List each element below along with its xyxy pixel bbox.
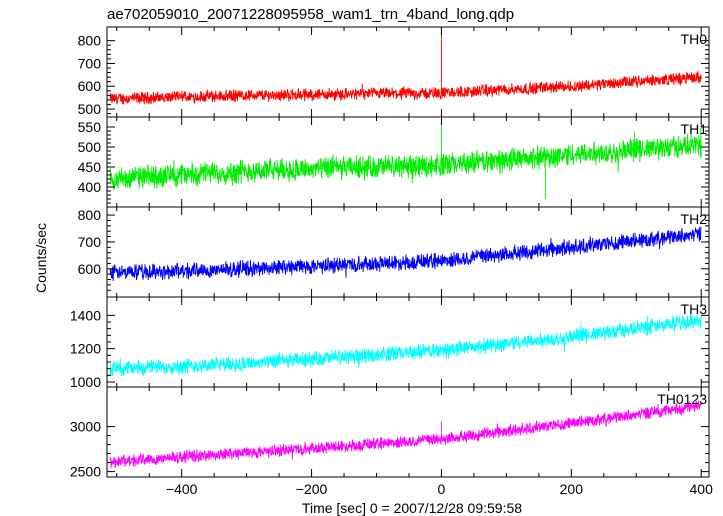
y-tick-label: 1000 [70, 374, 101, 390]
y-tick-label: 800 [78, 33, 102, 49]
chart-title: ae702059010_20071228095958_wam1_trn_4ban… [107, 6, 514, 23]
panel-frame [106, 26, 710, 118]
x-tick-label: −200 [296, 481, 328, 497]
panels-group: 500 600 700 800 TH0 400 450 500 550 TH1 600 700 800 T… [70, 26, 714, 497]
panel-frame [106, 386, 710, 478]
y-tick-label: 500 [78, 139, 102, 155]
x-tick-label: −400 [166, 481, 198, 497]
series-line-th2 [109, 226, 702, 282]
x-axis-label: Time [sec] 0 = 2007/12/28 09:59:58 [302, 500, 522, 516]
panel-label-th0: TH0 [681, 31, 708, 47]
y-tick-label: 600 [78, 261, 102, 277]
panel-label-th0123: TH0123 [657, 391, 707, 407]
x-tick-label: 0 [438, 481, 446, 497]
x-tick-label: 200 [560, 481, 584, 497]
panel-frame [106, 206, 710, 298]
y-tick-label: 400 [78, 179, 102, 195]
y-tick-label: 800 [78, 207, 102, 223]
panel-label-th1: TH1 [681, 121, 708, 137]
y-axis-label: Counts/sec [33, 223, 49, 293]
y-tick-label: 500 [78, 101, 102, 117]
y-tick-label: 600 [78, 78, 102, 94]
x-tick-label: 400 [690, 481, 714, 497]
y-tick-label: 550 [78, 119, 102, 135]
series-line-th1 [109, 123, 702, 199]
y-tick-label: 450 [78, 159, 102, 175]
y-tick-label: 3000 [70, 419, 101, 435]
series-line-th3 [109, 314, 702, 377]
panel-label-th3: TH3 [681, 301, 708, 317]
panel-label-th2: TH2 [681, 211, 708, 227]
y-tick-label: 1400 [70, 307, 101, 323]
y-tick-label: 2500 [70, 464, 101, 480]
y-tick-label: 700 [78, 234, 102, 250]
series-line-th0 [109, 27, 702, 105]
y-tick-label: 700 [78, 55, 102, 71]
series-line-th0123 [109, 400, 702, 468]
panel-frame [106, 296, 710, 388]
y-tick-label: 1200 [70, 341, 101, 357]
